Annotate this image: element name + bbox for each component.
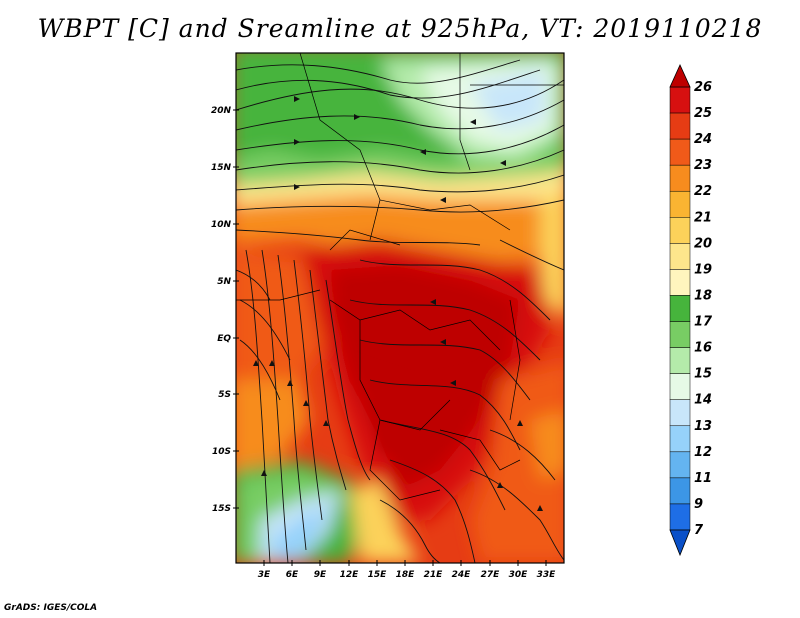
colorbar-bottom-arrow (669, 529, 691, 557)
colorbar-box (669, 86, 691, 114)
streamline-arrows (253, 96, 543, 511)
colorbar-top-arrow (669, 64, 691, 88)
colorbar-label: 7 (694, 523, 704, 538)
lat-label: EQ (217, 334, 231, 344)
lon-label: 33E (537, 570, 557, 580)
colorbar-box (669, 503, 691, 531)
lat-label: 20N (211, 106, 232, 116)
colorbar-box (669, 190, 691, 218)
colorbar-label: 23 (694, 158, 712, 173)
colorbar-label: 20 (694, 236, 712, 251)
colorbar-box (669, 295, 691, 322)
colorbar-box (669, 217, 691, 244)
lon-label: 3E (258, 570, 271, 580)
colorbar-label: 12 (694, 445, 712, 460)
country-borders (236, 53, 564, 501)
colorbar-label: 25 (694, 106, 712, 121)
lat-label: 10N (211, 220, 232, 230)
colorbar: 26 25 24 23 22 21 20 19 18 17 16 15 14 13 12 11 9 7 (669, 64, 713, 557)
colorbar-label: 17 (694, 315, 713, 330)
colorbar-label: 15 (694, 367, 712, 382)
streamlines (236, 59, 564, 563)
map-frame (235, 52, 565, 564)
colorbar-label: 16 (694, 341, 712, 356)
lon-label: 12E (340, 570, 360, 580)
lon-label: 30E (509, 570, 529, 580)
lon-label: 15E (368, 570, 388, 580)
colorbar-box (669, 112, 691, 140)
colorbar-label: 18 (694, 288, 712, 303)
colorbar-label: 24 (694, 132, 712, 147)
longitude-axis: 3E 6E 9E 12E 15E 18E 21E 24E 27E 30E 33E (258, 560, 556, 580)
lat-label: 5N (217, 277, 231, 287)
lon-label: 6E (286, 570, 299, 580)
colorbar-box (669, 373, 691, 400)
colorbar-label: 26 (694, 80, 712, 95)
chart-title: WBPT [C] and Sreamline at 925hPa, VT: 20… (37, 14, 763, 43)
colorbar-label: 11 (694, 471, 712, 486)
colorbar-label: 22 (694, 184, 712, 199)
colorbar-box (669, 399, 691, 427)
lat-label: 5S (218, 390, 231, 400)
footer-credit: GrADS: IGES/COLA (4, 603, 98, 613)
colorbar-box (669, 321, 691, 348)
colorbar-labels: 26 25 24 23 22 21 20 19 18 17 16 15 14 13 12 11 9 7 (694, 80, 713, 538)
lon-label: 24E (452, 570, 472, 580)
colorbar-box (669, 269, 691, 296)
colorbar-box (669, 347, 691, 374)
colorbar-label: 13 (694, 419, 712, 434)
colorbar-box (669, 138, 691, 166)
lat-label: 15N (211, 163, 232, 173)
lat-label: 15S (212, 504, 231, 514)
lon-label: 21E (424, 570, 444, 580)
colorbar-box (669, 425, 691, 453)
colorbar-label: 19 (694, 262, 712, 277)
colorbar-box (669, 164, 691, 192)
wbpt-shading (236, 53, 564, 563)
colorbar-boxes (669, 86, 691, 531)
lon-label: 9E (314, 570, 327, 580)
colorbar-box (669, 451, 691, 479)
latitude-axis: 20N 15N 10N 5N EQ 5S 10S 15S (211, 106, 239, 514)
colorbar-box (669, 243, 691, 270)
lat-label: 10S (212, 447, 231, 457)
colorbar-box (669, 477, 691, 505)
colorbar-label: 9 (694, 497, 703, 512)
colorbar-label: 14 (694, 393, 712, 408)
lon-label: 18E (396, 570, 416, 580)
colorbar-label: 21 (694, 210, 712, 225)
lon-label: 27E (481, 570, 501, 580)
